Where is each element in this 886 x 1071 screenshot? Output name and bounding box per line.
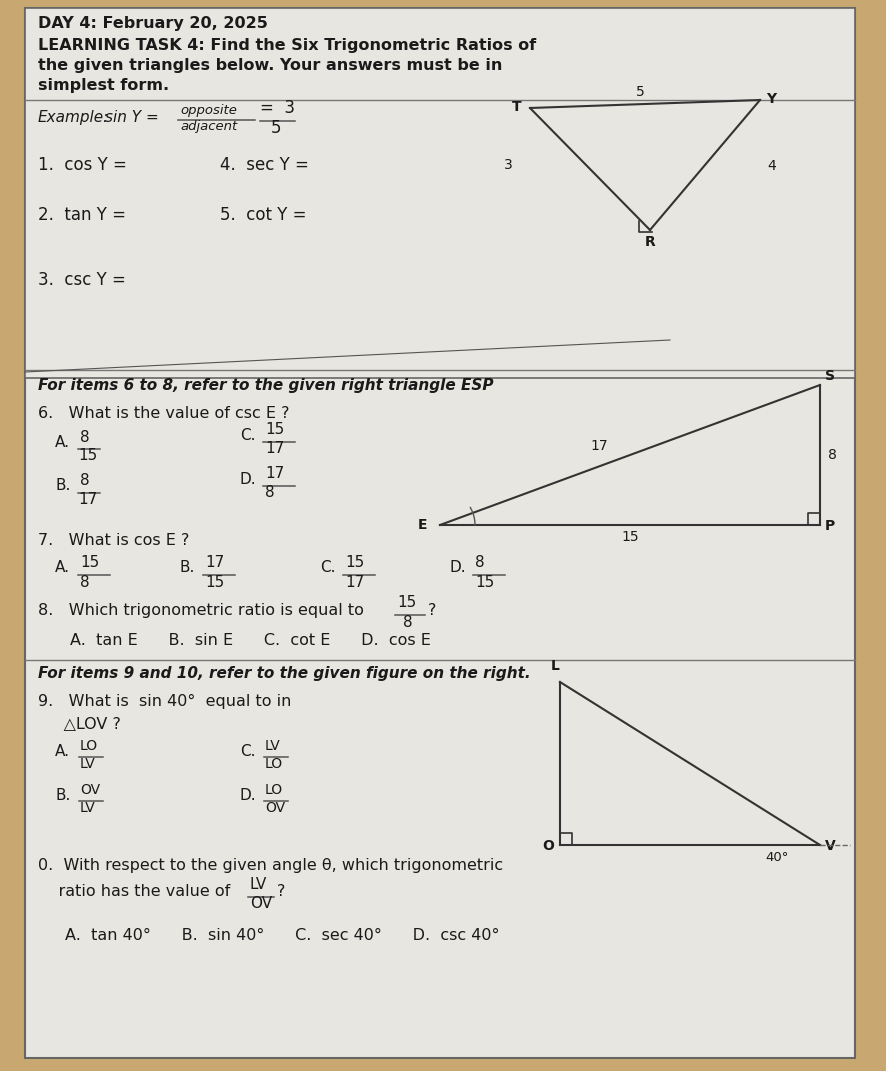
Text: 15: 15 [265,422,284,437]
Text: 15: 15 [621,530,639,544]
Text: 15: 15 [205,575,224,590]
Text: 17: 17 [590,439,608,453]
Text: LO: LO [265,757,284,771]
Text: 4: 4 [767,159,776,174]
Text: B.: B. [55,788,70,803]
Text: 17: 17 [265,466,284,481]
Text: 1.  cos Y =: 1. cos Y = [38,156,127,174]
Text: V: V [825,839,835,853]
Text: For items 9 and 10, refer to the given figure on the right.: For items 9 and 10, refer to the given f… [38,666,531,681]
Text: the given triangles below. Your answers must be in: the given triangles below. Your answers … [38,58,502,73]
Text: 8: 8 [828,448,837,462]
Text: A.: A. [55,560,70,575]
Text: C.: C. [240,744,255,759]
Text: 9.   What is  sin 40°  equal to in: 9. What is sin 40° equal to in [38,694,291,709]
Text: C.: C. [320,560,336,575]
Text: 8: 8 [80,429,89,444]
Text: 15: 15 [475,575,494,590]
Text: 4.  sec Y =: 4. sec Y = [220,156,309,174]
Text: LV: LV [80,757,96,771]
Text: simplest form.: simplest form. [38,78,169,93]
Text: adjacent: adjacent [180,120,237,133]
Text: D.: D. [240,788,257,803]
Text: 8: 8 [80,473,89,488]
Text: OV: OV [265,801,285,815]
Text: A.  tan E      B.  sin E      C.  cot E      D.  cos E: A. tan E B. sin E C. cot E D. cos E [70,633,431,648]
Text: For items 6 to 8, refer to the given right triangle ESP: For items 6 to 8, refer to the given rig… [38,378,494,393]
Text: L: L [550,659,559,673]
Text: 8: 8 [475,555,485,570]
Text: 17: 17 [205,555,224,570]
Text: LV: LV [250,877,268,892]
Text: 2.  tan Y =: 2. tan Y = [38,206,126,224]
Text: =  3: = 3 [260,99,295,117]
Text: 3.  csc Y =: 3. csc Y = [38,271,126,289]
Text: △LOV ?: △LOV ? [38,716,120,731]
Text: Example:: Example: [38,110,109,125]
Text: A.: A. [55,435,70,450]
Text: B.: B. [55,478,70,493]
Text: B.: B. [180,560,196,575]
Text: D.: D. [450,560,467,575]
Text: 17: 17 [345,575,364,590]
Text: P: P [825,519,835,533]
Text: 3: 3 [503,159,512,172]
Text: 15: 15 [78,448,97,463]
Text: LO: LO [265,783,284,797]
Text: 5: 5 [271,119,282,137]
Text: LEARNING TASK 4: Find the Six Trigonometric Ratios of: LEARNING TASK 4: Find the Six Trigonomet… [38,37,536,52]
Text: 15: 15 [345,555,364,570]
Text: A.  tan 40°      B.  sin 40°      C.  sec 40°      D.  csc 40°: A. tan 40° B. sin 40° C. sec 40° D. csc … [65,927,500,942]
Text: R: R [645,235,656,248]
Text: 40°: 40° [765,851,789,864]
Text: 15: 15 [397,595,416,610]
Text: D.: D. [240,472,257,487]
Text: ?: ? [277,884,285,899]
Text: sin Y =: sin Y = [105,110,159,125]
Text: 0.  With respect to the given angle θ, which trigonometric: 0. With respect to the given angle θ, wh… [38,858,503,873]
Text: 15: 15 [80,555,99,570]
Text: OV: OV [80,783,100,797]
Text: Y: Y [766,92,776,106]
Text: A.: A. [55,744,70,759]
Text: 8: 8 [403,615,413,630]
Text: C.: C. [240,428,255,443]
Text: T: T [512,100,522,114]
Text: S: S [825,369,835,383]
Text: ratio has the value of: ratio has the value of [38,884,230,899]
Text: E: E [418,518,428,532]
Text: 8.   Which trigonometric ratio is equal to: 8. Which trigonometric ratio is equal to [38,603,364,618]
Bar [25,7,855,378]
Text: 8: 8 [80,575,89,590]
Text: 7.   What is cos E ?: 7. What is cos E ? [38,533,190,548]
Text: 5: 5 [635,85,644,99]
Text: OV: OV [250,896,272,911]
Text: LO: LO [80,739,98,753]
Text: LV: LV [265,739,281,753]
Text: 6.   What is the value of csc E ?: 6. What is the value of csc E ? [38,406,290,421]
Text: 17: 17 [78,492,97,507]
Text: ?: ? [428,603,437,618]
Text: O: O [542,839,554,853]
Text: LV: LV [80,801,96,815]
Text: 5.  cot Y =: 5. cot Y = [220,206,307,224]
Text: opposite: opposite [180,104,237,117]
Text: 8: 8 [265,485,275,500]
Text: 17: 17 [265,441,284,456]
Text: DAY 4: February 20, 2025: DAY 4: February 20, 2025 [38,16,268,31]
